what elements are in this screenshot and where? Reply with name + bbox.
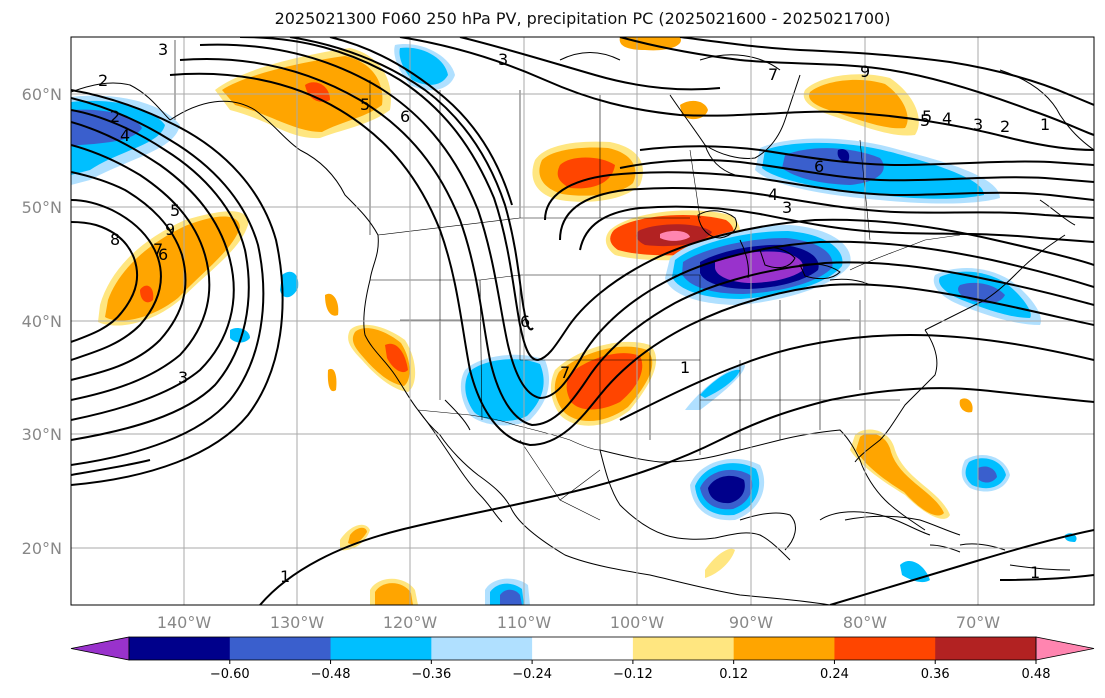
colorbar-segment — [230, 637, 331, 660]
contour-label: 2 — [110, 107, 120, 126]
contour-label: 1 — [1030, 563, 1040, 582]
lon-label-80w: 80°W — [843, 613, 887, 632]
colorbar-segment — [331, 637, 432, 660]
lon-label-120w: 120°W — [383, 613, 438, 632]
colorbar-extend-low — [71, 637, 129, 660]
colorbar-tick-label: 0.12 — [719, 667, 748, 682]
colorbar-segment — [734, 637, 835, 660]
contour-label: 7 — [153, 240, 163, 259]
contour-label: 3 — [782, 198, 792, 217]
lon-label-130w: 130°W — [270, 613, 325, 632]
contour-label: 2 — [98, 71, 108, 90]
lat-label-50n: 50°N — [22, 198, 62, 217]
contour-label: 1 — [1040, 115, 1050, 134]
colorbar-segment — [633, 637, 734, 660]
lon-label-90w: 90°W — [729, 613, 773, 632]
contour-label: 7 — [560, 363, 570, 382]
colorbar-tick-label: −0.12 — [613, 667, 653, 682]
lat-label-60n: 60°N — [22, 85, 62, 104]
contour-label: 1 — [280, 567, 290, 586]
colorbar-tick-label: −0.60 — [210, 667, 250, 682]
lon-label-70w: 70°W — [956, 613, 1000, 632]
colorbar: −0.60 −0.48 −0.36 −0.24 −0.12 0.12 0.24 0.36 0.4… — [71, 637, 1105, 682]
contour-label: 5 — [170, 201, 180, 220]
lat-label-20n: 20°N — [22, 539, 62, 558]
lon-label-100w: 100°W — [610, 613, 665, 632]
contour-label: 9 — [165, 220, 175, 239]
latitude-axis: 20°N 30°N 40°N 50°N 60°N — [22, 85, 62, 558]
contour-label: 1 — [680, 358, 690, 377]
contour-label: 3 — [973, 115, 983, 134]
colorbar-tick-label: 0.24 — [820, 667, 849, 682]
colorbar-segment — [431, 637, 532, 660]
contour-label: 4 — [768, 185, 778, 204]
lon-label-140w: 140°W — [157, 613, 212, 632]
contour-label: 3 — [498, 50, 508, 69]
colorbar-segment — [129, 637, 230, 660]
colorbar-segment — [834, 637, 935, 660]
contour-label: 6 — [520, 312, 530, 331]
colorbar-tick-label: 0.48 — [1022, 667, 1051, 682]
colorbar-segment — [935, 637, 1036, 660]
contour-label: 7 — [768, 65, 778, 84]
contour-label: 5 — [920, 111, 930, 130]
contour-label: 6 — [400, 107, 410, 126]
colorbar-segment — [532, 637, 633, 660]
contour-label: 3 — [158, 40, 168, 59]
longitude-axis: 140°W 130°W 120°W 110°W 100°W 90°W 80°W … — [157, 613, 1000, 632]
colorbar-extend-high — [1036, 637, 1094, 660]
colorbar-tick-label: −0.36 — [411, 667, 451, 682]
colorbar-tick-label: −0.48 — [311, 667, 351, 682]
contour-label: 5 — [360, 95, 370, 114]
contour-label: 8 — [110, 230, 120, 249]
contour-label: 4 — [942, 109, 952, 128]
lat-label-40n: 40°N — [22, 312, 62, 331]
contour-label: 6 — [814, 157, 824, 176]
colorbar-tick-label: 0.36 — [921, 667, 950, 682]
contour-label: 4 — [120, 126, 130, 145]
contour-label: 9 — [860, 62, 870, 81]
contour-label: 2 — [1000, 117, 1010, 136]
contour-label: 3 — [178, 368, 188, 387]
colorbar-tick-label: −0.24 — [512, 667, 552, 682]
lon-label-110w: 110°W — [497, 613, 552, 632]
lat-label-30n: 30°N — [22, 425, 62, 444]
